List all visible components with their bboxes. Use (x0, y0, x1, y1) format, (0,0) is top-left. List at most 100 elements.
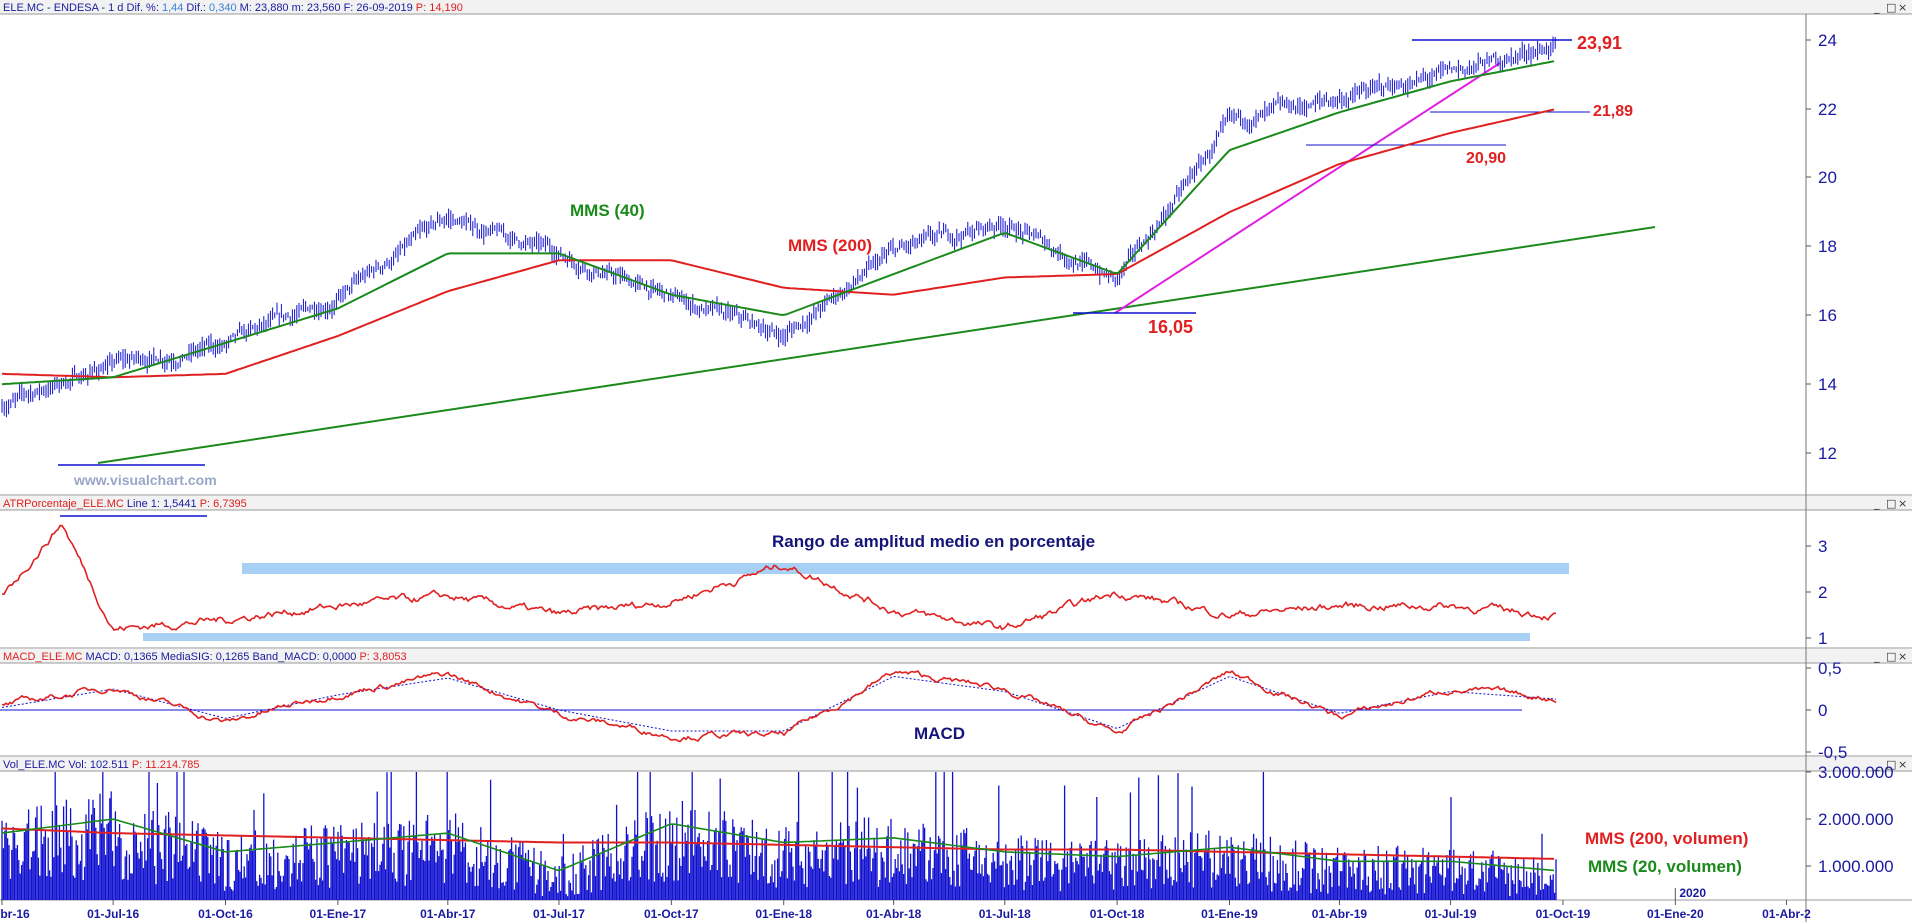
atr-y-tick-label: 3 (1818, 537, 1827, 556)
atr-header-part: P: 6,7395 (200, 498, 247, 510)
atr-upper-band (242, 563, 1569, 574)
price-header-part: M: 23,880 m: 23,560 F: 26-09-2019 (237, 2, 416, 14)
vol-mms200-label: MMS (200, volumen) (1585, 829, 1748, 848)
price-y-tick-label: 22 (1818, 100, 1837, 119)
volume-y-axis: 3.000.000 2.000.000 1.000.000 (1806, 763, 1894, 876)
macd-y-tick-label: 0 (1818, 701, 1827, 720)
x-axis: 01-Abr-16 01-Jul-16 01-Oct-16 01-Ene-17 01-A… (0, 886, 1811, 921)
long-term-trendline (97, 226, 1656, 464)
level-20-label: 20,90 (1466, 150, 1506, 167)
minimize-button[interactable]: _ (1873, 758, 1880, 771)
volume-header-part: Vol: 102.511 (65, 759, 131, 771)
atr-y-tick-label: 1 (1818, 629, 1827, 648)
price-y-tick-label: 16 (1818, 306, 1837, 325)
short-term-trendline (1114, 62, 1501, 314)
atr-title: Rango de amplitud medio en porcentaje (772, 532, 1095, 551)
volume-header-part: P: 11.214.785 (132, 759, 200, 771)
window-buttons-volume[interactable]: _ □ × (1873, 758, 1907, 771)
watermark: www.visualchart.com (73, 472, 217, 488)
macd-title: MACD (914, 724, 965, 743)
volume-bars (1, 772, 1557, 900)
x-tick-label: 01-Abr-18 (866, 907, 922, 921)
volume-mms20-line (1, 818, 1555, 872)
close-button[interactable]: × (1898, 497, 1907, 510)
macd-y-tick-label: -0,5 (1818, 743, 1847, 762)
atr-y-axis: 3 2 1 (1806, 537, 1827, 648)
mms200-label: MMS (200) (788, 236, 872, 255)
macd-y-axis: 0,5 0 -0,5 (1806, 659, 1847, 762)
x-tick-label: 01-Oct-19 (1536, 907, 1591, 921)
price-y-tick-label: 12 (1818, 444, 1837, 463)
maximize-button[interactable]: □ (1886, 1, 1896, 14)
mms40-label: MMS (40) (570, 201, 645, 220)
x-tick-label: 01-Abr-2 (1762, 907, 1811, 921)
minimize-button[interactable]: _ (1873, 1, 1880, 14)
volume-y-tick-label: 2.000.000 (1818, 810, 1894, 829)
price-y-tick-label: 14 (1818, 375, 1837, 394)
price-header: ELE.MC - ENDESA - 1 d Dif. %: 1,44 Dif.:… (3, 2, 463, 14)
price-header-part: ELE.MC - ENDESA - 1 d (3, 2, 123, 14)
close-button[interactable]: × (1898, 650, 1907, 663)
close-button[interactable]: × (1898, 758, 1907, 771)
close-button[interactable]: × (1898, 1, 1907, 14)
level-21-label: 21,89 (1593, 103, 1633, 120)
x-tick-label: 01-Abr-19 (1312, 907, 1368, 921)
volume-header: Vol_ELE.MC Vol: 102.511 P: 11.214.785 (3, 759, 200, 771)
x-tick-label: 01-Ene-17 (310, 907, 367, 921)
level-16-label: 16,05 (1148, 317, 1193, 337)
x-tick-label: 01-Jul-16 (87, 907, 139, 921)
x-tick-label: 01-Oct-16 (198, 907, 253, 921)
x-tick-label: 01-Ene-18 (755, 907, 812, 921)
x-tick-label: 01-Abr-17 (420, 907, 476, 921)
atr-header-part: Line 1: 1,5441 (124, 498, 200, 510)
macd-line (1, 670, 1557, 743)
x-tick-label: 01-Jul-19 (1425, 907, 1477, 921)
atr-line (2, 524, 1557, 632)
window-buttons-price[interactable]: _ □ × (1873, 1, 1907, 14)
price-header-part: 1,44 (162, 2, 183, 14)
atr-header: ATRPorcentaje_ELE.MC Line 1: 1,5441 P: 6… (3, 498, 247, 510)
vol-mms20-label: MMS (20, volumen) (1588, 857, 1742, 876)
maximize-button[interactable]: □ (1886, 758, 1896, 771)
price-mms40-line (1, 60, 1555, 386)
x-tick-label: 01-Jul-17 (533, 907, 585, 921)
x-tick-label: 01-Abr-16 (0, 907, 30, 921)
price-mms200-line (1, 108, 1555, 379)
atr-lower-band (143, 633, 1530, 641)
price-header-part: P: 14,190 (416, 2, 463, 14)
level-top-label: 23,91 (1577, 33, 1622, 53)
price-header-part: 0,340 (209, 2, 237, 14)
minimize-button[interactable]: _ (1873, 497, 1880, 510)
price-y-tick-label: 18 (1818, 237, 1837, 256)
price-y-tick-label: 20 (1818, 168, 1837, 187)
x-tick-label: 01-Oct-17 (644, 907, 699, 921)
x-tick-label: 01-Jul-18 (979, 907, 1031, 921)
atr-y-tick-label: 2 (1818, 583, 1827, 602)
macd-header-part: P: 3,8053 (359, 651, 406, 663)
x-tick-label: 01-Ene-20 (1647, 907, 1704, 921)
macd-y-tick-label: 0,5 (1818, 659, 1842, 678)
price-y-axis: 24 22 20 18 16 14 12 (1806, 31, 1837, 463)
price-header-part: Dif. %: (123, 2, 162, 14)
macd-header: MACD_ELE.MC MACD: 0,1365 MediaSIG: 0,126… (3, 651, 407, 663)
x-tick-label: 01-Oct-18 (1090, 907, 1145, 921)
volume-y-tick-label: 3.000.000 (1818, 763, 1894, 782)
macd-header-part: MACD_ELE.MC (3, 651, 83, 663)
window-buttons-atr[interactable]: _ □ × (1873, 497, 1907, 510)
macd-header-part: MACD: 0,1365 MediaSIG: 0,1265 Band_MACD:… (82, 651, 359, 663)
window-buttons-macd[interactable]: _ □ × (1873, 650, 1907, 663)
price-bars (1, 36, 1556, 418)
price-y-tick-label: 24 (1818, 31, 1837, 50)
maximize-button[interactable]: □ (1886, 497, 1896, 510)
volume-y-tick-label: 1.000.000 (1818, 857, 1894, 876)
maximize-button[interactable]: □ (1886, 650, 1896, 663)
minimize-button[interactable]: _ (1873, 650, 1880, 663)
volume-header-part: Vol_ELE.MC (3, 759, 65, 771)
volume-mms200-line (1, 827, 1555, 860)
price-header-part: Dif.: (183, 2, 209, 14)
x-tick-label: 01-Ene-19 (1201, 907, 1258, 921)
year-marker: 2020 (1679, 886, 1706, 900)
atr-header-part: ATRPorcentaje_ELE.MC (3, 498, 124, 510)
